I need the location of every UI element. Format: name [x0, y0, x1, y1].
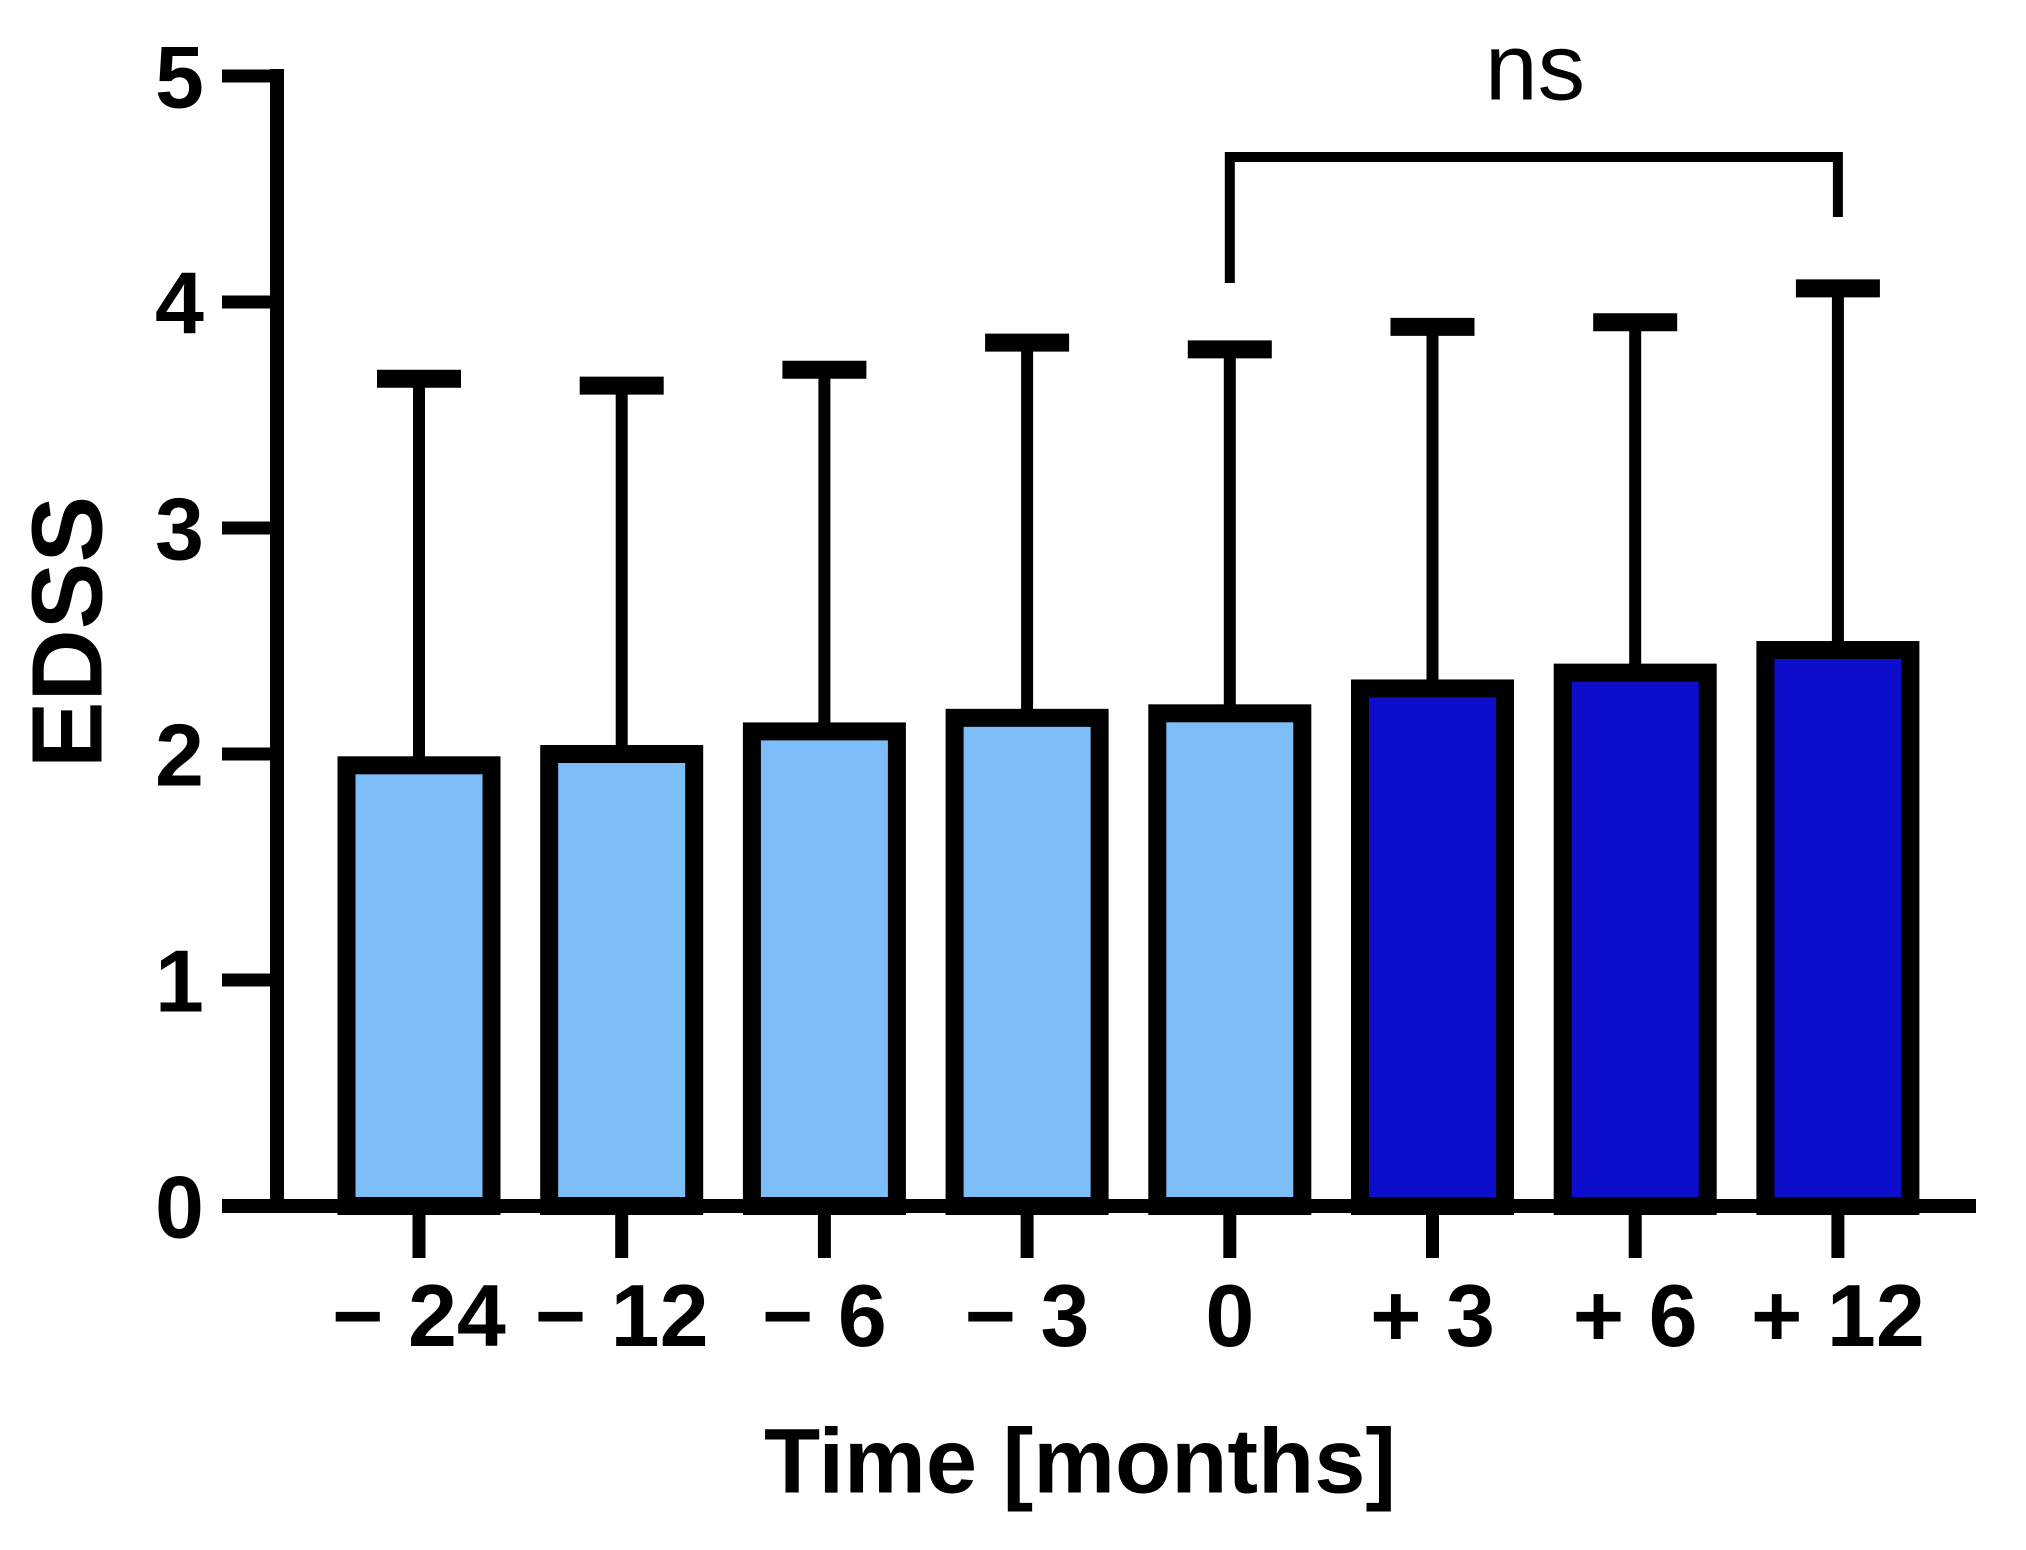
x-tick-label-− 12: − 12 — [535, 1266, 709, 1365]
significance-label: ns — [1484, 14, 1586, 121]
y-tick-label-2: 2 — [155, 706, 204, 805]
bar-+ 12 — [1756, 641, 1920, 1215]
significance-bracket — [1224, 152, 1843, 283]
x-tick-label-− 6: − 6 — [762, 1266, 887, 1365]
bar-+ 3 — [1351, 679, 1514, 1215]
y-tick-label-3: 3 — [155, 480, 204, 579]
y-axis-title: EDSS — [11, 495, 124, 769]
bar-− 3 — [945, 708, 1109, 1216]
bar-− 24 — [337, 756, 501, 1215]
x-tick-label-+ 6: + 6 — [1573, 1266, 1698, 1365]
x-tick-label-+ 12: + 12 — [1751, 1266, 1925, 1365]
bar-− 6 — [742, 722, 906, 1216]
y-tick-label-4: 4 — [155, 254, 204, 353]
bar-− 12 — [540, 745, 704, 1215]
x-tick-label-− 24: − 24 — [332, 1266, 506, 1365]
x-axis-title: Time [months] — [763, 1410, 1397, 1513]
x-tick-label-+ 3: + 3 — [1370, 1266, 1495, 1365]
bar-+ 6 — [1553, 663, 1717, 1215]
y-tick-label-5: 5 — [155, 28, 204, 127]
bar-0 — [1148, 704, 1312, 1215]
x-tick-label-− 3: − 3 — [965, 1266, 1090, 1365]
y-tick-label-0: 0 — [155, 1158, 204, 1257]
x-tick-label-0: 0 — [1205, 1266, 1254, 1365]
y-tick-label-1: 1 — [155, 932, 204, 1031]
